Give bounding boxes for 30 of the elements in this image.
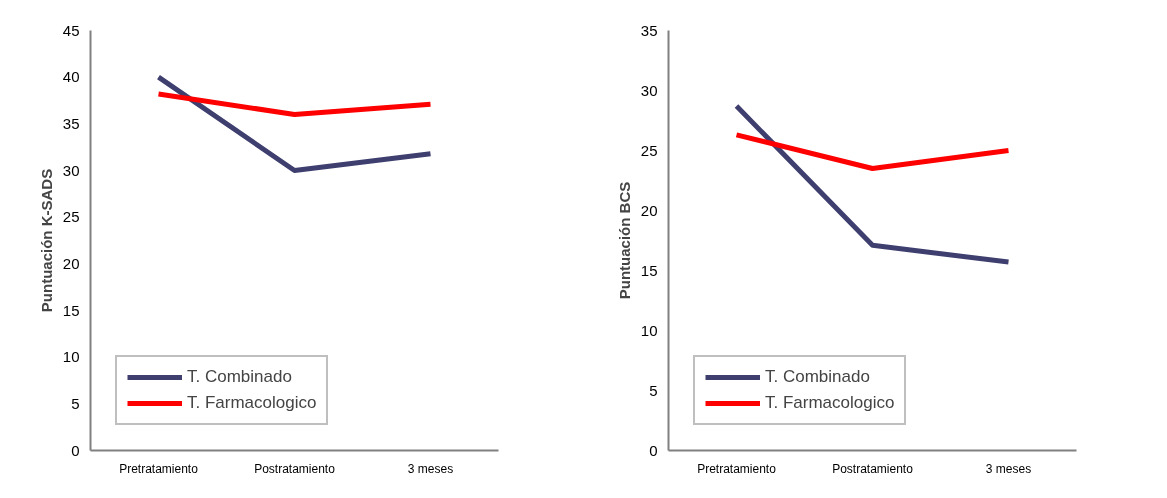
y-tick-label: 25 xyxy=(640,141,658,159)
x-tick-label: 3 meses xyxy=(407,461,454,476)
y-tick-label: 15 xyxy=(640,261,658,279)
y-tick-label: 20 xyxy=(62,254,80,272)
y-tick-label: 30 xyxy=(640,81,658,99)
x-tick-label: 3 meses xyxy=(985,461,1032,476)
y-axis-title: Puntuación BCS xyxy=(615,181,633,300)
y-tick-label: 0 xyxy=(71,441,80,459)
y-tick-label: 0 xyxy=(649,441,658,459)
legend-label: T. Combinado xyxy=(765,367,870,387)
x-tick-label: Pretratamiento xyxy=(119,461,199,476)
legend-label: T. Farmacologico xyxy=(187,393,317,413)
y-tick-label: 20 xyxy=(640,201,658,219)
legend-label: T. Combinado xyxy=(187,367,292,387)
x-tick-label: Postratamiento xyxy=(832,461,914,476)
y-tick-label: 30 xyxy=(62,161,80,179)
y-axis-title: Puntuación K-SADS xyxy=(37,168,55,313)
y-tick-label: 10 xyxy=(62,348,80,366)
y-tick-label: 35 xyxy=(62,114,80,132)
y-tick-label: 45 xyxy=(62,21,80,39)
y-tick-label: 5 xyxy=(71,394,80,412)
legend-label: T. Farmacologico xyxy=(765,393,895,413)
y-tick-label: 15 xyxy=(62,301,80,319)
y-tick-label: 40 xyxy=(62,68,80,86)
x-tick-label: Pretratamiento xyxy=(697,461,777,476)
y-tick-label: 5 xyxy=(649,381,658,399)
x-tick-label: Postratamiento xyxy=(254,461,336,476)
y-tick-label: 25 xyxy=(62,208,80,226)
y-tick-label: 10 xyxy=(640,321,658,339)
y-tick-label: 35 xyxy=(640,21,658,39)
